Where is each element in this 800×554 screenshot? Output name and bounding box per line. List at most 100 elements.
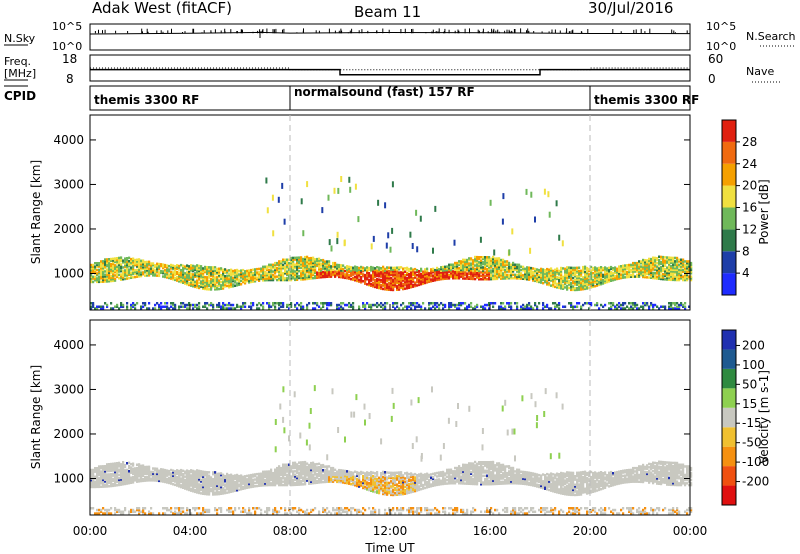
rti-cell	[252, 271, 255, 275]
rti-cell	[220, 284, 223, 287]
rti-cell	[186, 474, 189, 477]
rti-cell	[134, 269, 137, 272]
rti-cell	[508, 261, 511, 265]
rti-cell	[408, 305, 411, 308]
rti-cell	[358, 280, 361, 283]
rti-cell	[132, 510, 135, 513]
rti-cell	[120, 471, 123, 474]
rti-cell	[206, 272, 209, 276]
rti-cell	[154, 274, 157, 277]
rti-cell	[200, 266, 203, 270]
rti-cell	[394, 273, 397, 276]
rti-cell	[200, 285, 203, 288]
rti-cell	[626, 305, 629, 308]
rti-cell	[222, 475, 225, 478]
rti-cell	[208, 303, 211, 307]
rti-cell	[270, 265, 273, 268]
rti-cell	[166, 266, 169, 269]
rti-cell	[220, 489, 223, 492]
rti-cell	[686, 277, 689, 280]
rti-cell	[114, 467, 117, 470]
rti-cell	[516, 268, 519, 272]
rti-cell	[672, 266, 675, 270]
rti-cell	[234, 507, 237, 510]
rti-cell	[336, 268, 339, 272]
rti-cell	[118, 307, 121, 310]
rti-cell	[100, 272, 103, 275]
rti-cell	[556, 272, 559, 276]
rti-cell	[140, 271, 143, 274]
rti-cell	[174, 265, 177, 268]
rti-cell	[448, 273, 451, 277]
rti-cell	[154, 467, 157, 470]
rti-cell	[348, 302, 351, 305]
rti-cell	[356, 279, 359, 283]
rti-cell	[156, 474, 159, 477]
rti-cell	[308, 265, 311, 269]
rti-cell	[382, 265, 385, 269]
rti-cell	[290, 465, 293, 468]
rti-cell	[368, 268, 371, 272]
rti-cell	[686, 278, 689, 282]
rti-cell	[170, 507, 173, 510]
rti-cell	[270, 477, 273, 480]
rti-cell	[208, 486, 211, 489]
rti-cell	[128, 276, 131, 280]
rti-cell	[680, 263, 683, 267]
rti-cell	[180, 279, 183, 282]
rti-cell	[106, 263, 109, 266]
rti-cell	[496, 275, 499, 279]
rti-cell	[180, 263, 183, 267]
rti-cell	[538, 273, 541, 277]
rti-cell	[382, 270, 385, 274]
rti-cell	[110, 467, 113, 471]
rti-cell	[170, 468, 173, 472]
rti-cell	[322, 303, 325, 307]
rti-cell	[180, 470, 183, 474]
rti-cell	[492, 257, 495, 260]
rti-cell	[476, 257, 479, 261]
rti-cell	[148, 260, 151, 264]
rti-cell	[518, 267, 521, 270]
rti-cell	[492, 274, 495, 277]
rti-cell	[158, 274, 161, 278]
rti-cell	[572, 266, 575, 270]
rti-cell	[400, 281, 403, 284]
rti-cell	[488, 271, 491, 274]
rti-cell	[116, 262, 119, 265]
rti-cell	[96, 483, 99, 487]
rti-cell	[232, 483, 235, 486]
rti-cell	[126, 270, 129, 273]
rti-cell	[290, 305, 293, 308]
rti-cell	[144, 465, 147, 469]
rti-cell	[316, 262, 319, 266]
rti-cell	[498, 305, 501, 308]
rti-cell	[554, 275, 557, 278]
rti-cell	[100, 485, 103, 488]
rti-cell	[288, 482, 291, 485]
rti-cell	[128, 466, 131, 470]
rti-cell	[528, 302, 531, 305]
rti-cell	[522, 265, 525, 269]
rti-cell	[312, 270, 315, 273]
rti-cell	[656, 267, 659, 270]
rti-cell	[318, 462, 321, 466]
rti-cell	[104, 466, 107, 470]
rti-cell	[642, 267, 645, 270]
rti-cell	[358, 305, 361, 308]
rti-cell	[184, 277, 187, 280]
rti-cell	[140, 273, 143, 276]
rti-cell	[532, 274, 535, 277]
rti-cell	[664, 268, 667, 271]
rti-cell	[525, 188, 528, 195]
rti-cell	[392, 285, 395, 288]
rti-cell	[102, 466, 105, 470]
rti-cell	[272, 270, 275, 273]
rti-cell	[592, 283, 595, 287]
rti-cell	[106, 305, 109, 308]
rti-cell	[564, 281, 567, 284]
rti-cell	[280, 472, 283, 475]
rti-cell	[514, 273, 517, 277]
rti-cell	[482, 267, 485, 271]
